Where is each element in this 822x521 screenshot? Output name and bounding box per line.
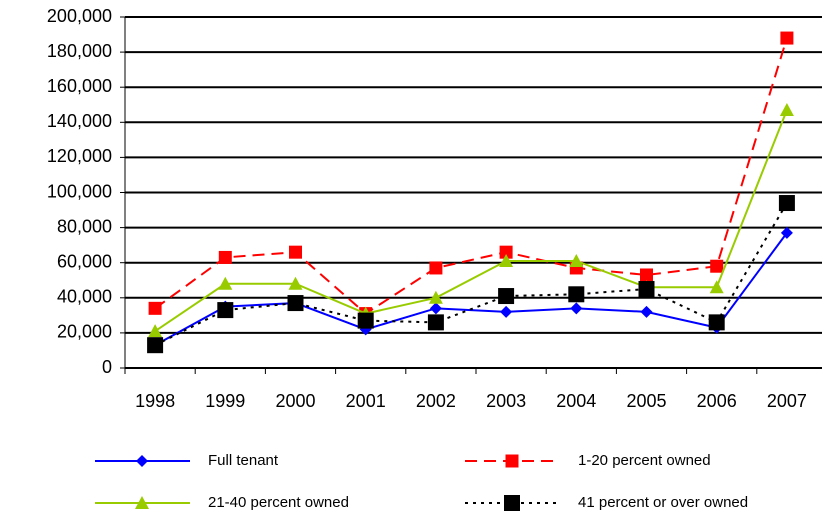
y-tick-label: 80,000 <box>57 216 112 236</box>
marker <box>640 305 653 318</box>
marker <box>289 245 302 259</box>
x-tick-label: 2000 <box>275 391 315 411</box>
x-tick-label: 1999 <box>205 391 245 411</box>
marker <box>148 324 163 338</box>
marker <box>429 261 443 275</box>
y-tick-label: 200,000 <box>47 6 112 26</box>
marker <box>498 288 515 305</box>
marker <box>500 305 513 318</box>
marker <box>217 302 234 319</box>
marker <box>148 301 162 315</box>
legend-label: Full tenant <box>208 452 279 469</box>
y-tick-label: 100,000 <box>47 181 112 201</box>
marker <box>505 454 519 468</box>
marker <box>429 302 442 315</box>
marker <box>779 103 794 117</box>
marker <box>136 455 148 467</box>
series-line <box>154 202 788 347</box>
marker <box>218 276 233 290</box>
marker <box>499 245 513 259</box>
y-tick-label: 60,000 <box>57 251 112 271</box>
marker <box>357 312 374 329</box>
y-tick-label: 40,000 <box>57 287 112 307</box>
marker <box>428 290 443 304</box>
marker <box>778 195 795 212</box>
marker <box>780 31 794 45</box>
marker <box>218 250 232 264</box>
marker <box>287 295 304 312</box>
marker <box>640 268 653 282</box>
legend-label: 41 percent or over owned <box>578 494 748 511</box>
marker <box>638 281 655 298</box>
marker <box>135 496 149 509</box>
marker <box>708 314 725 331</box>
legend-label: 1-20 percent owned <box>578 452 711 469</box>
series-line <box>154 37 788 315</box>
x-tick-label: 2007 <box>767 391 807 411</box>
x-tick-label: 2004 <box>556 391 596 411</box>
x-tick-label: 2005 <box>626 391 666 411</box>
marker <box>288 276 303 290</box>
marker <box>710 259 724 273</box>
y-tick-label: 20,000 <box>57 322 112 342</box>
marker <box>504 495 520 511</box>
y-tick-label: 180,000 <box>47 41 112 61</box>
y-tick-label: 140,000 <box>47 111 112 131</box>
marker <box>569 253 584 267</box>
marker <box>147 337 164 354</box>
x-tick-label: 2003 <box>486 391 526 411</box>
x-tick-label: 2006 <box>697 391 737 411</box>
y-tick-label: 0 <box>102 357 112 377</box>
marker <box>709 280 724 294</box>
y-tick-label: 120,000 <box>47 146 112 166</box>
x-tick-label: 2002 <box>416 391 456 411</box>
marker <box>570 302 583 315</box>
y-tick-label: 160,000 <box>47 76 112 96</box>
x-tick-label: 1998 <box>135 391 175 411</box>
legend-label: 21-40 percent owned <box>208 494 349 511</box>
marker <box>499 253 514 267</box>
x-tick-label: 2001 <box>346 391 386 411</box>
marker <box>780 226 793 239</box>
series-line <box>154 109 788 332</box>
marker <box>568 286 585 303</box>
series-line <box>154 232 788 347</box>
marker <box>427 314 444 331</box>
